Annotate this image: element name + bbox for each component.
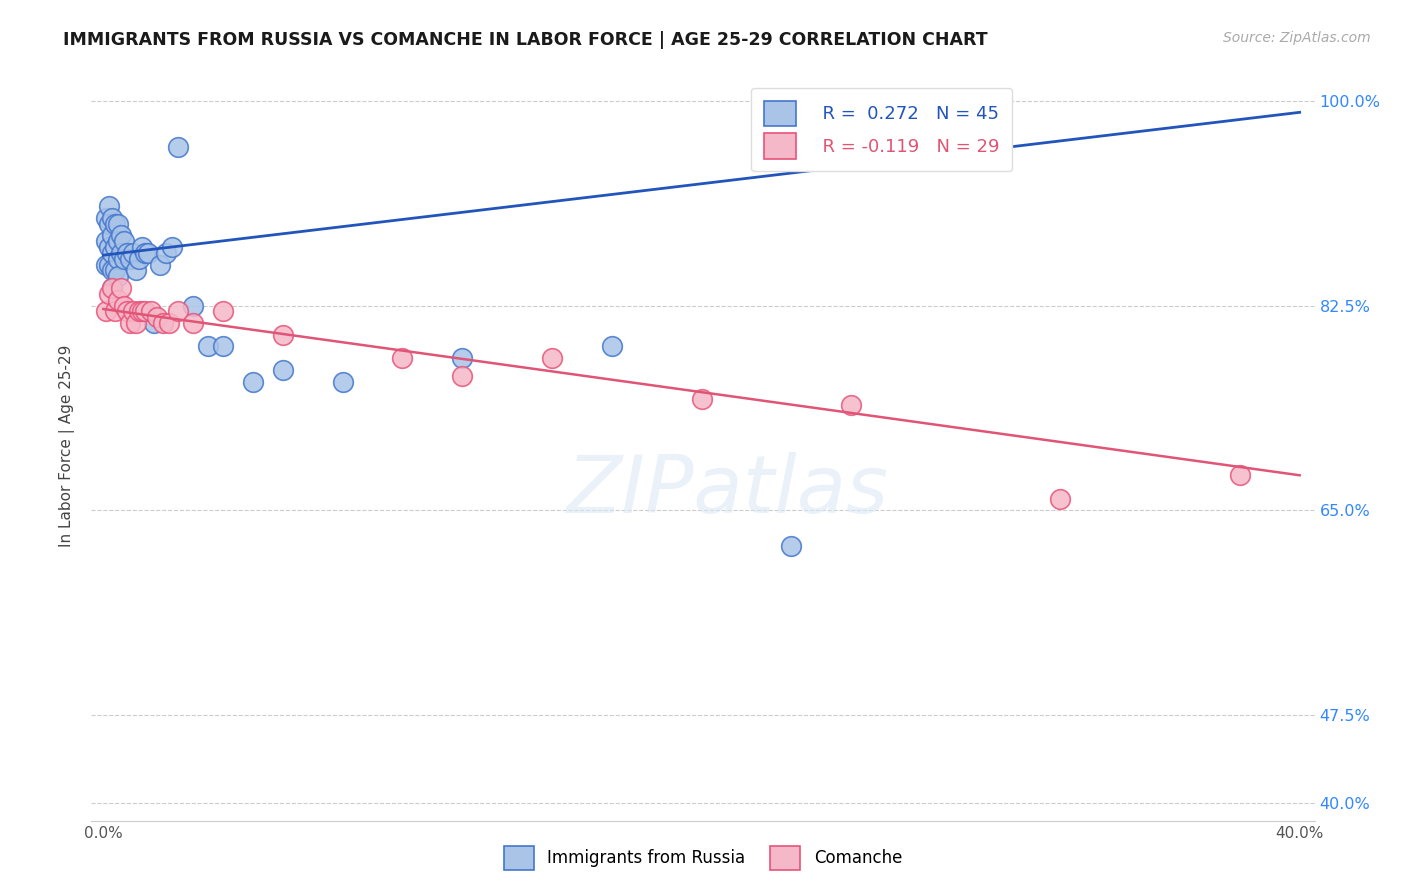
Point bbox=[157, 316, 180, 330]
Point bbox=[212, 304, 235, 318]
Point bbox=[197, 339, 219, 353]
Point bbox=[131, 240, 153, 254]
Point bbox=[107, 269, 129, 284]
Point bbox=[134, 245, 156, 260]
Point bbox=[134, 304, 156, 318]
Point bbox=[98, 217, 121, 231]
Point bbox=[125, 316, 148, 330]
Point bbox=[96, 211, 118, 225]
Point bbox=[96, 258, 118, 272]
Point bbox=[1049, 491, 1071, 506]
Point bbox=[98, 286, 121, 301]
Legend: Immigrants from Russia, Comanche: Immigrants from Russia, Comanche bbox=[498, 839, 908, 877]
Point bbox=[212, 339, 235, 353]
Point bbox=[107, 293, 129, 307]
Point bbox=[141, 304, 163, 318]
Point bbox=[181, 298, 204, 313]
Point bbox=[104, 263, 127, 277]
Point bbox=[110, 228, 132, 243]
Point bbox=[332, 375, 354, 389]
Point bbox=[271, 327, 294, 342]
Point bbox=[117, 304, 139, 318]
Point bbox=[112, 252, 135, 266]
Point bbox=[104, 217, 127, 231]
Point bbox=[101, 281, 124, 295]
Point bbox=[96, 234, 118, 248]
Text: ZIPatlas: ZIPatlas bbox=[567, 452, 889, 530]
Point bbox=[104, 304, 127, 318]
Point bbox=[112, 298, 135, 313]
Point bbox=[110, 245, 132, 260]
Point bbox=[107, 217, 129, 231]
Point bbox=[541, 351, 564, 366]
Point bbox=[117, 245, 139, 260]
Point bbox=[120, 316, 142, 330]
Point bbox=[160, 240, 183, 254]
Point bbox=[839, 398, 862, 412]
Point bbox=[136, 245, 159, 260]
Point bbox=[167, 140, 190, 154]
Point bbox=[110, 281, 132, 295]
Point bbox=[155, 245, 177, 260]
Point bbox=[780, 539, 803, 553]
Point bbox=[128, 252, 150, 266]
Point bbox=[96, 304, 118, 318]
Point bbox=[98, 258, 121, 272]
Point bbox=[107, 234, 129, 248]
Point bbox=[451, 351, 474, 366]
Point bbox=[242, 375, 264, 389]
Point bbox=[112, 234, 135, 248]
Point bbox=[122, 245, 145, 260]
Point bbox=[101, 245, 124, 260]
Point bbox=[181, 316, 204, 330]
Point bbox=[101, 281, 124, 295]
Point bbox=[98, 199, 121, 213]
Point bbox=[98, 240, 121, 254]
Text: Source: ZipAtlas.com: Source: ZipAtlas.com bbox=[1223, 31, 1371, 45]
Point bbox=[122, 304, 145, 318]
Point bbox=[143, 316, 166, 330]
Point bbox=[391, 351, 413, 366]
Point bbox=[149, 258, 172, 272]
Point bbox=[1229, 468, 1251, 483]
Y-axis label: In Labor Force | Age 25-29: In Labor Force | Age 25-29 bbox=[59, 345, 76, 547]
Text: IMMIGRANTS FROM RUSSIA VS COMANCHE IN LABOR FORCE | AGE 25-29 CORRELATION CHART: IMMIGRANTS FROM RUSSIA VS COMANCHE IN LA… bbox=[63, 31, 988, 49]
Point bbox=[152, 316, 174, 330]
Point bbox=[120, 252, 142, 266]
Point bbox=[104, 240, 127, 254]
Point bbox=[125, 263, 148, 277]
Legend:   R =  0.272   N = 45,   R = -0.119   N = 29: R = 0.272 N = 45, R = -0.119 N = 29 bbox=[751, 88, 1012, 171]
Point bbox=[600, 339, 623, 353]
Point bbox=[167, 304, 190, 318]
Point bbox=[271, 363, 294, 377]
Point bbox=[101, 228, 124, 243]
Point bbox=[146, 310, 169, 325]
Point bbox=[690, 392, 713, 407]
Point bbox=[107, 252, 129, 266]
Point bbox=[101, 263, 124, 277]
Point bbox=[128, 304, 150, 318]
Point bbox=[101, 211, 124, 225]
Point bbox=[131, 304, 153, 318]
Point bbox=[451, 368, 474, 383]
